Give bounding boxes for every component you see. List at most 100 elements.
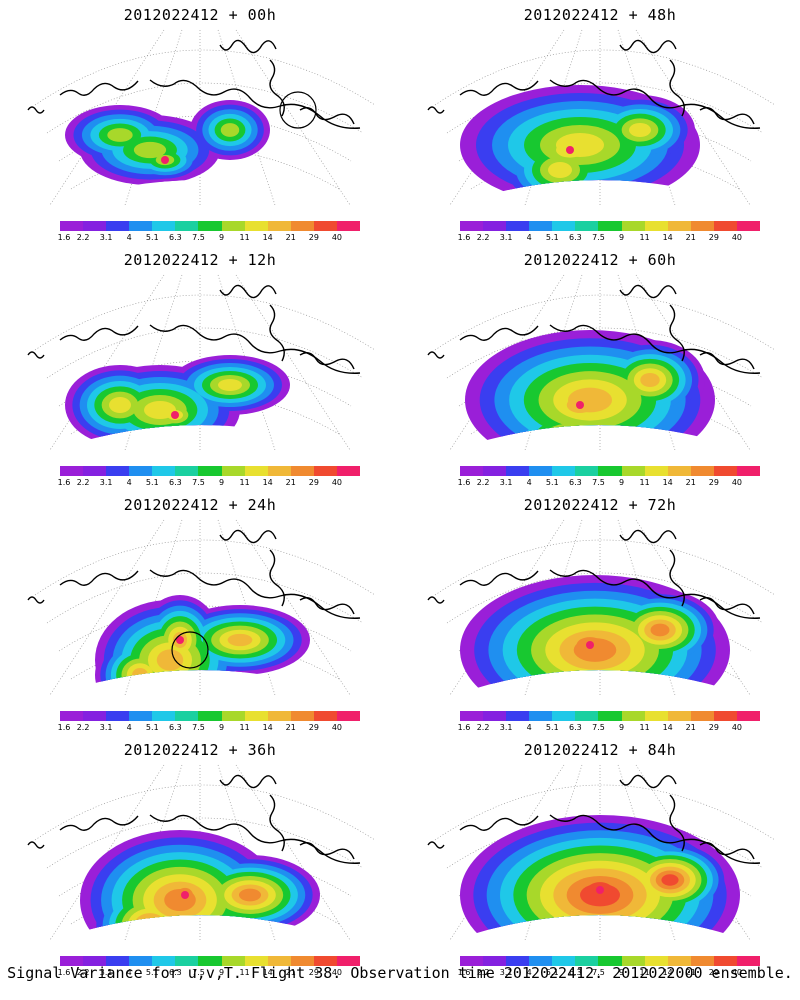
map-panel-84h: 2012022412 + 84h 1.6 2.2 3.1 4 5.1 6.3 7.5 9 11 14…: [400, 735, 800, 980]
colorbar-swatch: [313, 466, 337, 476]
coastline: [619, 39, 677, 54]
colorbar-tick-label: 3.1: [99, 478, 113, 487]
colorbar-swatch: [736, 711, 761, 721]
coastline: [149, 569, 361, 619]
contour-fill: [650, 623, 670, 637]
colorbar-tick-label: 40: [731, 478, 743, 487]
colorbar-swatch: [290, 711, 314, 721]
contour-fill: [537, 676, 623, 690]
coastline: [549, 79, 761, 129]
colorbar-tick-label: 2.2: [476, 968, 490, 977]
colorbar-tick-label: 11: [639, 968, 650, 977]
colorbar-swatch: [690, 956, 714, 966]
colorbar-swatch: [106, 956, 130, 966]
colorbar-tick-label: 4: [126, 968, 132, 977]
colorbar-labels: 1.6 2.2 3.1 4 5.1 6.3 7.5 9 11 14 21 29 40: [58, 478, 360, 490]
colorbar-swatch: [713, 221, 737, 231]
colorbar-tick-label: 21: [285, 968, 296, 977]
longitude-line: [235, 274, 351, 451]
colorbar-tick-label: 7.5: [192, 968, 205, 977]
colorbar-swatch: [736, 956, 761, 966]
colorbar-swatch: [198, 711, 222, 721]
colorbar-swatch: [336, 221, 361, 231]
colorbar-tick-label: 9: [218, 233, 225, 242]
variance-field: [65, 355, 290, 445]
coastline: [427, 596, 445, 604]
colorbar-swatch: [598, 956, 622, 966]
contour-fill: [132, 667, 148, 683]
colorbar-tick-label: 14: [262, 233, 273, 242]
colorbar-tick-label: 6.3: [169, 233, 182, 242]
colorbar-swatch: [336, 466, 361, 476]
longitude-line: [49, 29, 165, 206]
contour-fill: [107, 128, 133, 142]
colorbar-tick-label: 7.5: [592, 233, 605, 242]
colorbar-tick-label: 29: [708, 233, 719, 242]
contour-fill: [558, 930, 622, 935]
contour-fill: [629, 123, 651, 137]
colorbar-swatch: [713, 711, 737, 721]
coastline: [27, 106, 45, 114]
latitude-line: [446, 82, 764, 134]
colorbar-swatch: [552, 466, 576, 476]
contour-fill: [218, 379, 242, 391]
colorbar-tick-label: 6.3: [569, 478, 582, 487]
panel-title: 2012022412 + 48h: [523, 6, 677, 24]
polar-map: [427, 29, 776, 206]
colorbar-swatch: [267, 956, 291, 966]
colorbar-tick-label: 1.6: [457, 723, 471, 732]
coastlines: [27, 39, 361, 129]
latitude-line: [58, 605, 352, 652]
colorbar-swatch: [175, 711, 199, 721]
colorbar-swatch: [552, 711, 576, 721]
colorbar-swatch: [175, 466, 199, 476]
colorbar-tick-label: 11: [239, 723, 250, 732]
colorbar-tick-label: 2.2: [76, 233, 90, 242]
colorbar-swatch: [60, 711, 84, 721]
colorbar-swatch: [152, 711, 176, 721]
colorbar-swatch: [83, 221, 107, 231]
coastline: [549, 814, 761, 864]
colorbar-swatch: [313, 711, 337, 721]
longitude-line: [449, 274, 565, 451]
latitude-line: [434, 784, 776, 841]
observation-circle: [171, 631, 209, 669]
longitude-line: [635, 274, 751, 451]
colorbar-tick-label: 1.6: [457, 233, 471, 242]
map-panel-00h: 2012022412 + 00h 1.6 2.2 3.1 4 5.1 6.3 7.5 9 11 14…: [0, 0, 400, 245]
colorbar: [60, 221, 361, 231]
polar-map: [27, 29, 376, 206]
colorbar-swatch: [621, 221, 645, 231]
coastline: [219, 774, 277, 789]
colorbar-swatch: [483, 466, 507, 476]
colorbar-tick-label: 21: [685, 478, 696, 487]
colorbar-tick-label: 6.3: [569, 968, 582, 977]
colorbar-tick-label: 9: [218, 723, 225, 732]
colorbar-swatch: [644, 956, 668, 966]
colorbar-tick-label: 4: [126, 233, 132, 242]
colorbar-tick-label: 9: [618, 723, 625, 732]
colorbar-swatch: [667, 221, 691, 231]
colorbar-tick-label: 11: [239, 968, 250, 977]
colorbar-tick-label: 2.2: [476, 723, 490, 732]
colorbar-tick-label: 40: [731, 968, 743, 977]
coastlines: [27, 774, 361, 864]
colorbar-swatch: [575, 466, 599, 476]
colorbar-swatch: [267, 466, 291, 476]
colorbar-swatch: [736, 466, 761, 476]
coastlines: [427, 529, 761, 619]
coastline: [219, 529, 277, 544]
colorbar-tick-label: 2.2: [76, 968, 90, 977]
panel-title: 2012022412 + 60h: [523, 251, 677, 269]
coastline: [219, 284, 277, 299]
coastline: [59, 80, 139, 96]
colorbar-tick-label: 14: [262, 723, 273, 732]
panel-title: 2012022412 + 12h: [123, 251, 277, 269]
colorbar-tick-label: 21: [685, 723, 696, 732]
coastline: [219, 39, 277, 54]
colorbar-swatch: [152, 221, 176, 231]
contour-fill: [220, 123, 240, 137]
polar-map: [427, 519, 776, 696]
contour-fill: [640, 372, 660, 388]
longitude-line: [235, 519, 351, 696]
